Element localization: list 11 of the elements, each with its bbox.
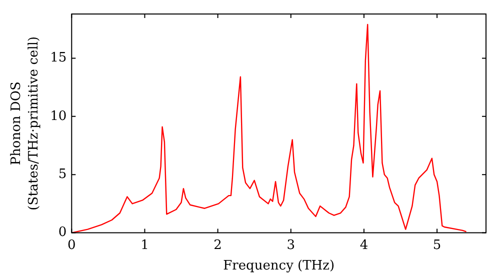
y-tick-label: 10 [50, 108, 67, 124]
y-tick-label: 15 [50, 50, 67, 66]
x-axis-title: Frequency (THz) [223, 258, 335, 274]
y-tick-label: 0 [58, 225, 67, 240]
x-tick-label: 1 [140, 238, 149, 253]
x-tick-label: 4 [360, 238, 368, 253]
x-tick-label: 5 [432, 238, 442, 253]
x-tick-label: 3 [286, 238, 296, 253]
x-tick-label: 2 [214, 238, 222, 253]
y-axis-title: Phonon DOS (States/THz·primitive cell) [9, 36, 42, 210]
y-tick-label: 5 [58, 166, 67, 182]
